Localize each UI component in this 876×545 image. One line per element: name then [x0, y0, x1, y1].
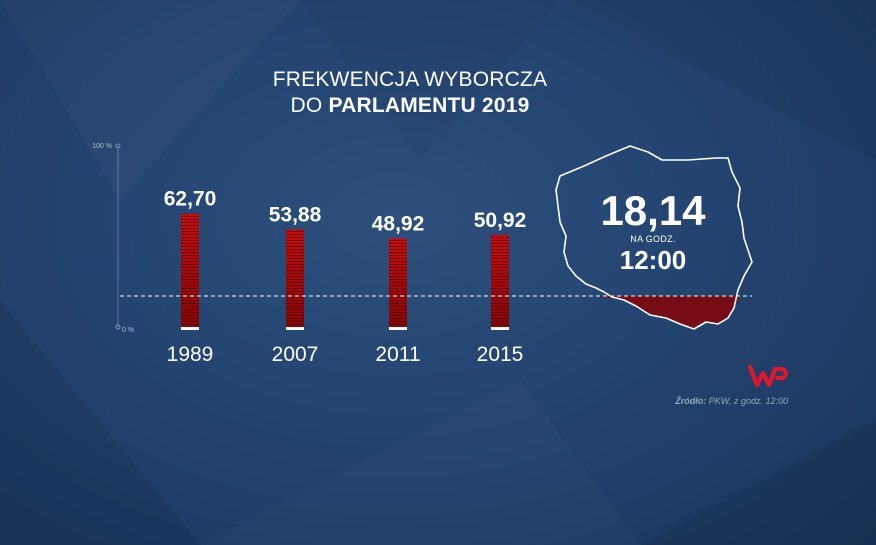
bar-texture-2011	[389, 238, 407, 327]
source-text: PKW, z godz. 12:00	[706, 396, 788, 406]
bar-series: 62,70 1989 53,88 2007 48,92 2011 50,92 2015	[164, 188, 527, 366]
y-tick-label-top: 100 %	[92, 143, 112, 150]
x-tick-label-2015: 2015	[477, 343, 524, 366]
map-outline	[555, 145, 753, 330]
bar-texture-2007	[286, 229, 304, 327]
chart-title-line2: DO PARLAMENTU 2019	[0, 94, 820, 118]
bar-texture-2015	[491, 234, 509, 327]
value-label-2011: 48,92	[372, 212, 425, 235]
wp-logo-icon	[748, 364, 788, 388]
chart-title-bold: PARLAMENTU 2019	[328, 94, 530, 117]
x-tick-label-2011: 2011	[375, 343, 420, 366]
poland-map	[555, 145, 753, 330]
bar-base-2007	[286, 327, 304, 330]
value-label-1989: 62,70	[164, 188, 217, 211]
at-hour-label: NA GODZ.	[630, 234, 676, 244]
current-time-value: 12:00	[619, 245, 687, 275]
chart-title-prefix: DO	[290, 94, 329, 117]
bar-base-2015	[491, 327, 509, 330]
source-note: Źródło: PKW, z godz. 12:00	[640, 396, 788, 406]
y-axis-bottom-marker	[115, 324, 121, 330]
y-axis-top-marker	[115, 143, 121, 149]
y-tick-label-bottom: 0 %	[122, 327, 134, 334]
x-tick-label-1989: 1989	[167, 343, 214, 366]
current-turnout-value: 18,14	[600, 187, 706, 234]
value-label-2015: 50,92	[474, 209, 527, 232]
x-tick-label-2007: 2007	[272, 343, 319, 366]
bar-texture-1989	[181, 213, 199, 327]
value-label-2007: 53,88	[269, 203, 322, 226]
map-fill-region	[596, 296, 740, 329]
bar-base-2011	[389, 327, 407, 330]
bar-base-1989	[181, 327, 199, 330]
chart-title-line1: FREKWENCJA WYBORCZA	[272, 68, 548, 91]
source-label: Źródło:	[675, 396, 707, 406]
